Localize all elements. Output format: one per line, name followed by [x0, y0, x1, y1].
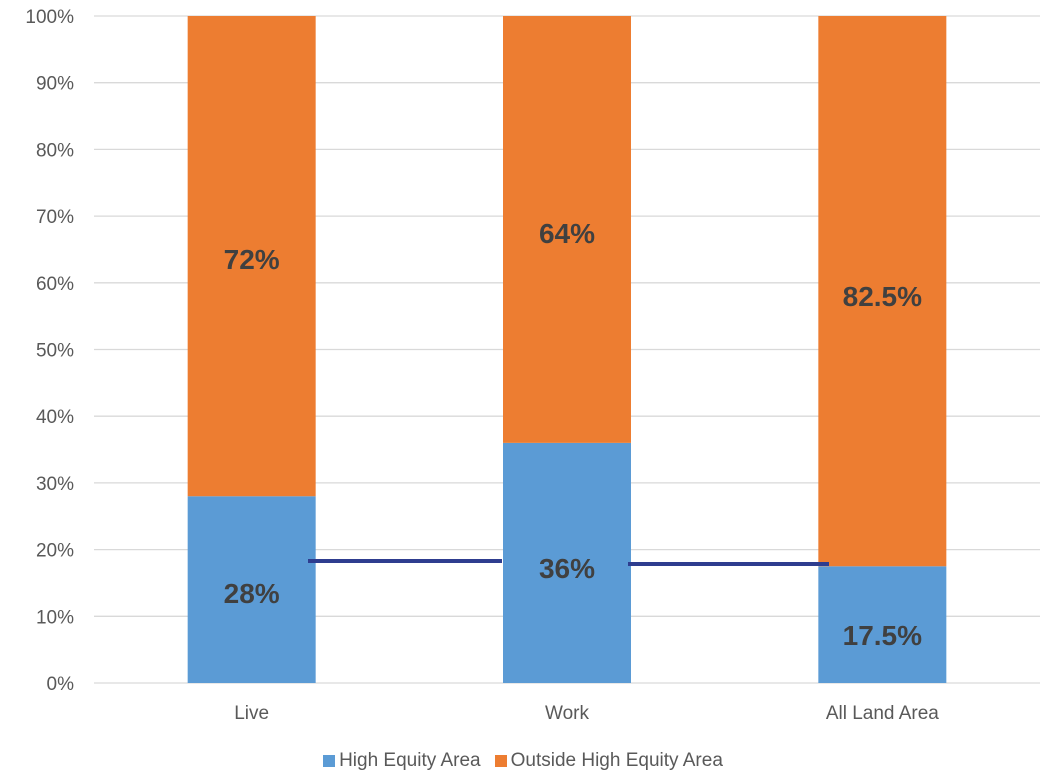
bar-segment — [818, 16, 947, 567]
legend-swatch-outside-high-equity — [494, 755, 507, 767]
y-tick-label: 20% — [36, 541, 74, 562]
bar-segment — [187, 496, 316, 683]
y-tick-label: 40% — [36, 407, 74, 428]
x-tick-label: All Land Area — [826, 703, 939, 724]
legend-item-high-equity: High Equity Area — [323, 750, 481, 772]
y-tick-label: 10% — [36, 607, 74, 628]
bars — [187, 16, 947, 683]
y-axis: 0% 10% 20% 30% 40% 50% 60% 70% 80% 90% 100% — [25, 7, 74, 695]
data-label: 17.5% — [843, 620, 922, 651]
connector-lines — [308, 559, 829, 566]
stacked-bar-chart: 0% 10% 20% 30% 40% 50% 60% 70% 80% 90% 100% 28% 72%… — [25, 7, 1040, 724]
legend-label-outside-high-equity: Outside High Equity Area — [510, 750, 723, 771]
legend: High Equity Area Outside High Equity Are… — [0, 750, 1046, 772]
data-label: 64% — [539, 218, 595, 249]
y-tick-label: 90% — [36, 74, 74, 95]
bar-segment — [818, 566, 947, 683]
legend-item-outside-high-equity: Outside High Equity Area — [494, 750, 723, 772]
bar-segment — [503, 442, 631, 683]
data-labels: 28% 72% 36% 64% 17.5% 82.5% — [224, 218, 922, 651]
y-tick-label: 50% — [36, 341, 74, 362]
bar-segment — [503, 16, 631, 443]
legend-swatch-high-equity — [323, 755, 336, 767]
y-tick-label: 70% — [36, 207, 74, 228]
data-label: 28% — [224, 578, 280, 609]
x-tick-label: Live — [234, 703, 269, 724]
y-tick-label: 60% — [36, 274, 74, 295]
y-tick-label: 0% — [47, 674, 75, 695]
bar-segment — [187, 16, 316, 497]
y-tick-label: 30% — [36, 474, 74, 495]
x-tick-label: Work — [545, 703, 589, 724]
legend-label-high-equity: High Equity Area — [339, 750, 481, 771]
y-tick-label: 80% — [36, 140, 74, 161]
x-axis: Live Work All Land Area — [234, 703, 939, 724]
data-label: 36% — [539, 553, 595, 584]
y-tick-label: 100% — [25, 7, 74, 28]
data-label: 72% — [224, 244, 280, 275]
data-label: 82.5% — [843, 281, 922, 312]
